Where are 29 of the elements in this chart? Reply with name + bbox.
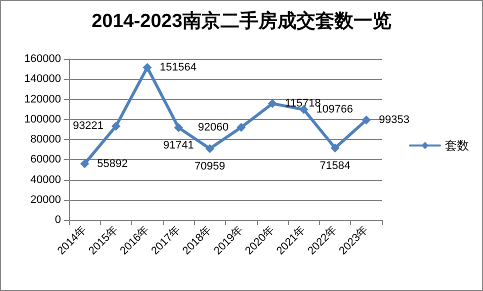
- y-tick-label: 0: [54, 214, 61, 226]
- y-tick-label: 80000: [30, 134, 61, 146]
- data-label: 92060: [198, 121, 229, 134]
- data-label: 91741: [163, 140, 194, 152]
- y-tick-label: 100000: [24, 113, 61, 126]
- data-label: 115718: [284, 98, 321, 110]
- point: [205, 144, 214, 154]
- data-label: 70959: [194, 160, 226, 173]
- legend-label: 套数: [445, 138, 469, 152]
- y-tick-label: 120000: [24, 93, 61, 106]
- y-tick-label: 60000: [30, 154, 61, 166]
- data-label: 55892: [97, 158, 128, 170]
- point: [236, 122, 246, 132]
- point: [362, 116, 371, 125]
- point: [174, 123, 184, 132]
- point: [268, 99, 277, 108]
- y-tick-label: 20000: [30, 194, 61, 206]
- data-label: 151564: [160, 61, 196, 74]
- data-label: 99353: [378, 114, 410, 126]
- point: [330, 143, 340, 152]
- data-label: 71584: [320, 160, 350, 172]
- y-tick-label: 40000: [30, 174, 61, 186]
- point: [111, 122, 120, 131]
- point: [80, 159, 90, 168]
- y-tick-label: 160000: [24, 53, 61, 65]
- data-label: 93221: [72, 120, 104, 132]
- chart-title: 2014-2023南京二手房成交套数一览: [92, 10, 392, 32]
- point: [142, 62, 152, 72]
- y-tick-label: 140000: [24, 73, 61, 86]
